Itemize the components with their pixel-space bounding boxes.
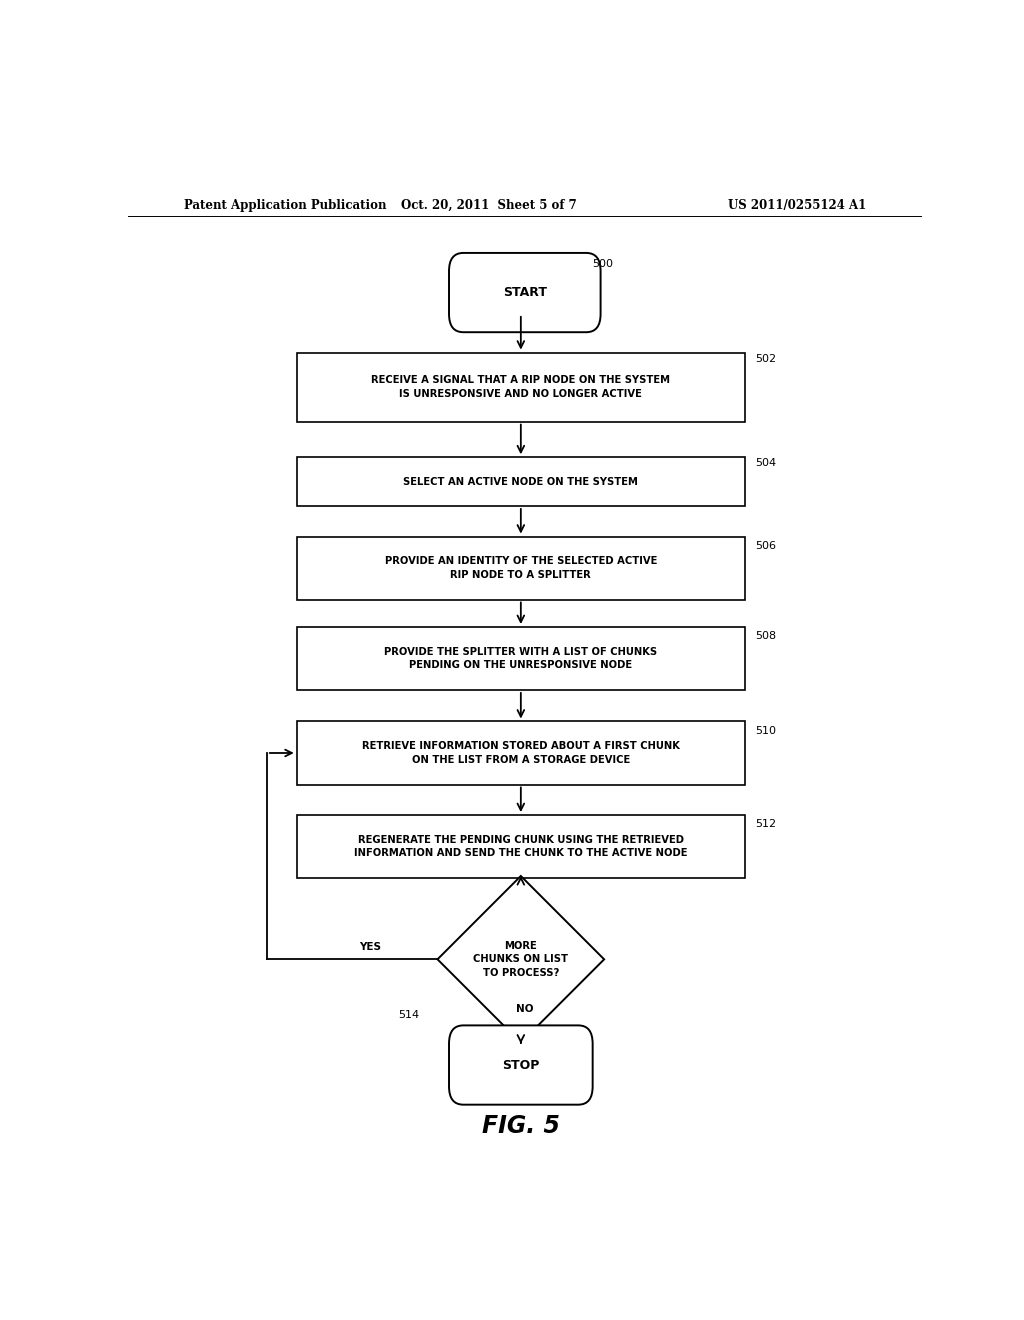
Text: 504: 504: [755, 458, 776, 469]
Text: 510: 510: [755, 726, 776, 735]
Text: 500: 500: [592, 259, 613, 269]
Text: 514: 514: [397, 1010, 419, 1020]
Text: SELECT AN ACTIVE NODE ON THE SYSTEM: SELECT AN ACTIVE NODE ON THE SYSTEM: [403, 477, 638, 487]
Text: 512: 512: [755, 820, 776, 829]
Text: 508: 508: [755, 631, 776, 642]
FancyBboxPatch shape: [297, 457, 745, 506]
FancyBboxPatch shape: [449, 253, 601, 333]
Text: YES: YES: [359, 942, 381, 952]
Text: Oct. 20, 2011  Sheet 5 of 7: Oct. 20, 2011 Sheet 5 of 7: [401, 198, 577, 211]
Polygon shape: [437, 876, 604, 1043]
Text: US 2011/0255124 A1: US 2011/0255124 A1: [728, 198, 866, 211]
Text: REGENERATE THE PENDING CHUNK USING THE RETRIEVED
INFORMATION AND SEND THE CHUNK : REGENERATE THE PENDING CHUNK USING THE R…: [354, 836, 687, 858]
FancyBboxPatch shape: [449, 1026, 593, 1105]
Text: PROVIDE AN IDENTITY OF THE SELECTED ACTIVE
RIP NODE TO A SPLITTER: PROVIDE AN IDENTITY OF THE SELECTED ACTI…: [385, 557, 657, 579]
Text: PROVIDE THE SPLITTER WITH A LIST OF CHUNKS
PENDING ON THE UNRESPONSIVE NODE: PROVIDE THE SPLITTER WITH A LIST OF CHUN…: [384, 647, 657, 671]
Text: STOP: STOP: [502, 1059, 540, 1072]
Text: 502: 502: [755, 354, 776, 363]
FancyBboxPatch shape: [297, 536, 745, 599]
Text: 506: 506: [755, 541, 776, 550]
Text: NO: NO: [516, 1005, 534, 1014]
FancyBboxPatch shape: [297, 722, 745, 784]
FancyBboxPatch shape: [297, 352, 745, 421]
Text: START: START: [503, 286, 547, 300]
FancyBboxPatch shape: [297, 627, 745, 690]
Text: MORE
CHUNKS ON LIST
TO PROCESS?: MORE CHUNKS ON LIST TO PROCESS?: [473, 941, 568, 978]
Text: Patent Application Publication: Patent Application Publication: [183, 198, 386, 211]
Text: FIG. 5: FIG. 5: [482, 1114, 560, 1138]
FancyBboxPatch shape: [297, 814, 745, 878]
Text: RECEIVE A SIGNAL THAT A RIP NODE ON THE SYSTEM
IS UNRESPONSIVE AND NO LONGER ACT: RECEIVE A SIGNAL THAT A RIP NODE ON THE …: [372, 375, 671, 399]
Text: RETRIEVE INFORMATION STORED ABOUT A FIRST CHUNK
ON THE LIST FROM A STORAGE DEVIC: RETRIEVE INFORMATION STORED ABOUT A FIRS…: [361, 742, 680, 764]
